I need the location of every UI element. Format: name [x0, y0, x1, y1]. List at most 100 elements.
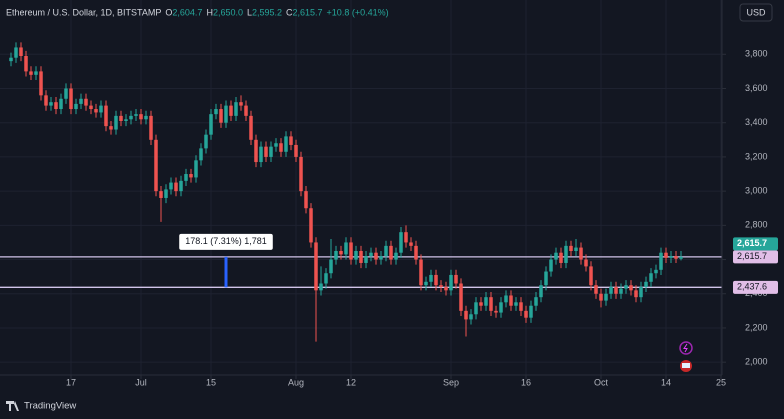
- axes: 2,0002,2002,4002,6002,8003,0003,2003,400…: [66, 49, 778, 387]
- candle-body: [569, 245, 573, 251]
- price-label: 2,615.7: [737, 251, 767, 261]
- price-label: 2,437.6: [737, 282, 767, 292]
- y-tick-label: 3,400: [745, 117, 768, 127]
- candle-body: [254, 139, 258, 163]
- candle-body: [224, 105, 228, 123]
- header: Ethereum / U.S. Dollar, 1D, BITSTAMP O 2,…: [6, 7, 389, 17]
- x-tick-label: 15: [206, 377, 216, 387]
- y-tick-label: 2,000: [745, 357, 768, 367]
- x-tick-label: 14: [661, 377, 671, 387]
- candle-body: [384, 245, 388, 257]
- candle-body: [194, 160, 198, 178]
- header-value: 2,595.2: [252, 7, 282, 17]
- candle-body: [404, 232, 408, 243]
- candle-body: [44, 95, 48, 106]
- candle-body: [299, 156, 303, 192]
- candle-body: [544, 271, 548, 286]
- candle-body: [449, 274, 453, 291]
- currency-label[interactable]: USD: [746, 7, 766, 17]
- candle-body: [119, 115, 123, 121]
- candle-body: [459, 283, 463, 311]
- candle-body: [509, 295, 513, 306]
- measure-box: [179, 233, 273, 250]
- measure-bar: [224, 256, 228, 288]
- candle-body: [169, 182, 173, 190]
- candle-body: [19, 47, 23, 56]
- candle-body: [519, 302, 523, 311]
- candle-body: [54, 102, 58, 110]
- brand: TradingView: [6, 401, 76, 412]
- price-label-box: [733, 280, 778, 294]
- candle-body: [179, 180, 183, 192]
- candle-body: [534, 297, 538, 306]
- candle-body: [349, 242, 353, 260]
- grid: [0, 0, 722, 375]
- last-price-label: 2,615.7: [737, 238, 767, 248]
- candle-body: [354, 250, 358, 260]
- candle-body: [484, 297, 488, 306]
- candle-body: [289, 136, 293, 145]
- candle-body: [679, 256, 683, 259]
- last-price-box: [733, 237, 778, 251]
- currency-button[interactable]: [739, 3, 773, 22]
- candle-body: [319, 283, 323, 291]
- candle-body: [659, 252, 663, 270]
- candle-body: [84, 98, 88, 106]
- header-value: +10.8 (+0.41%): [327, 7, 389, 17]
- brand-name: TradingView: [24, 401, 76, 412]
- candle-body: [669, 256, 673, 258]
- candle-body: [434, 274, 438, 286]
- candle-body: [489, 297, 493, 311]
- candle-body: [214, 109, 218, 115]
- candle-body: [394, 252, 398, 260]
- candle-body: [454, 274, 458, 284]
- candle-body: [494, 310, 498, 313]
- candle-body: [79, 98, 83, 104]
- y-tick-label: 3,800: [745, 49, 768, 59]
- price-label-box: [733, 250, 778, 264]
- candle-body: [29, 71, 33, 75]
- candle-body: [649, 273, 653, 282]
- header-value: 2,604.7: [172, 7, 202, 17]
- candle-body: [564, 245, 568, 263]
- candle-body: [634, 290, 638, 298]
- candle-body: [444, 286, 448, 291]
- candle-body: [554, 252, 558, 260]
- candle-body: [594, 285, 598, 294]
- candle-body: [94, 109, 98, 113]
- candle-body: [124, 119, 128, 121]
- candle-body: [514, 302, 518, 306]
- candle-body: [314, 242, 318, 291]
- candle-body: [644, 281, 648, 287]
- candle-body: [539, 285, 543, 298]
- lightning-icon[interactable]: [679, 341, 693, 355]
- candle-body: [344, 242, 348, 255]
- candle-body: [334, 250, 338, 260]
- candle-body: [159, 191, 163, 198]
- candle-body: [364, 256, 368, 263]
- side-icons: [679, 341, 693, 372]
- candle-body: [49, 102, 53, 106]
- candle-body: [104, 105, 108, 127]
- candle-body: [134, 114, 138, 116]
- x-tick-label: 12: [346, 377, 356, 387]
- candle-body: [374, 252, 378, 260]
- candle-body: [574, 247, 578, 251]
- candle-body: [619, 288, 623, 294]
- candle-body: [64, 88, 68, 99]
- chart-title: Ethereum / U.S. Dollar, 1D, BITSTAMP: [6, 7, 161, 17]
- candle-body: [284, 136, 288, 152]
- candle-body: [219, 109, 223, 123]
- candle-body: [39, 71, 43, 96]
- candle-body: [664, 252, 668, 258]
- y-tick-label: 3,200: [745, 151, 768, 161]
- candle-body: [154, 139, 158, 192]
- y-tick-label: 2,800: [745, 220, 768, 230]
- candle-body: [304, 191, 308, 209]
- candle-body: [149, 115, 153, 140]
- candle-body: [504, 295, 508, 303]
- candle-body: [469, 314, 473, 320]
- candle-body: [379, 256, 383, 260]
- candle-body: [274, 143, 278, 147]
- candle-body: [114, 115, 118, 130]
